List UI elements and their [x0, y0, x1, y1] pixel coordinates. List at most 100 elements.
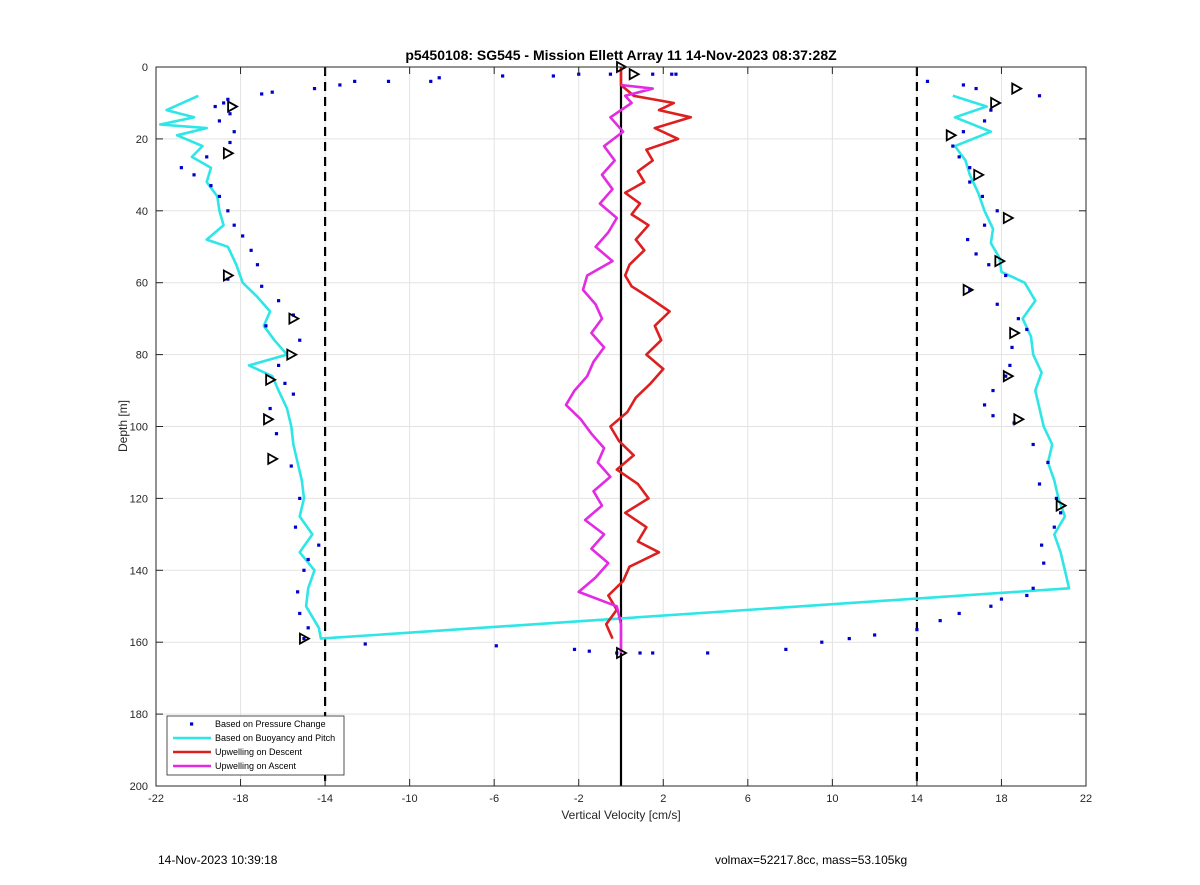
pressure-change-point	[784, 647, 788, 651]
triangle-marker	[222, 146, 235, 160]
legend-entry-label: Based on Pressure Change	[215, 719, 326, 729]
pressure-change-point	[494, 644, 498, 648]
pressure-change-point	[1054, 496, 1059, 500]
pressure-change-point	[228, 140, 232, 145]
pressure-change-point	[306, 626, 310, 630]
pressure-change-point	[980, 194, 985, 199]
x-tick-label: 22	[1080, 793, 1092, 805]
pressure-change-point	[1040, 543, 1044, 547]
triangle-marker	[1002, 211, 1015, 225]
pressure-change-point	[989, 604, 993, 608]
pressure-change-point	[429, 79, 433, 83]
pressure-change-point	[209, 184, 213, 188]
pressure-change-point	[274, 432, 279, 436]
pressure-change-point	[298, 496, 302, 500]
pressure-change-point	[873, 633, 877, 637]
triangle-marker	[994, 254, 1007, 268]
triangle-marker	[299, 632, 311, 646]
footer-timestamp: 14-Nov-2023 10:39:18	[158, 853, 278, 867]
legend-entry-label: Based on Buoyancy and Pitch	[215, 733, 335, 743]
triangle-marker	[945, 128, 958, 142]
pressure-change-point	[1031, 442, 1035, 447]
series-layer	[158, 60, 1071, 660]
pressure-change-point	[1004, 273, 1008, 278]
pressure-change-point	[974, 252, 978, 256]
x-tick-label: -6	[489, 793, 499, 805]
pressure-change-point	[270, 90, 274, 94]
pressure-change-point	[847, 637, 851, 641]
pressure-change-point	[991, 414, 995, 418]
footer-parameters: volmax=52217.8cc, mass=53.105kg	[715, 853, 908, 867]
pressure-change-point	[551, 74, 555, 78]
pressure-change-point	[1010, 345, 1014, 350]
pressure-change-point	[283, 381, 287, 385]
series-line-based-on-buoyancy-and-pitch	[158, 94, 1071, 640]
x-tick-label: -18	[233, 793, 249, 805]
pressure-change-point	[386, 79, 391, 83]
pressure-change-point	[205, 155, 209, 159]
pressure-change-point	[249, 248, 253, 252]
pressure-change-point	[222, 101, 226, 105]
pressure-change-point	[232, 130, 236, 134]
x-tick-label: -14	[317, 793, 333, 805]
legend-swatch-point	[190, 722, 194, 726]
pressure-change-point	[217, 119, 222, 123]
y-tick-label: 40	[136, 206, 148, 218]
pressure-change-point	[289, 464, 293, 468]
pressure-change-point	[363, 642, 367, 646]
pressure-change-point	[651, 72, 655, 76]
x-tick-label: 2	[660, 793, 666, 805]
y-tick-label: 140	[130, 565, 148, 577]
y-tick-label: 20	[136, 134, 148, 146]
legend: Based on Pressure Change Based on Buoyanc…	[166, 715, 345, 776]
triangle-marker	[1013, 412, 1026, 426]
y-tick-label: 60	[136, 278, 148, 290]
pressure-change-point	[982, 403, 987, 407]
pressure-change-point	[915, 628, 919, 632]
pressure-change-point	[353, 79, 357, 83]
pressure-change-point	[968, 166, 972, 170]
series-line-upwelling-on-descent	[604, 67, 693, 640]
pressure-change-point	[608, 72, 613, 76]
triangle-marker	[1011, 82, 1024, 96]
y-axis-label: Depth [m]	[116, 400, 130, 452]
x-tick-label: 10	[826, 793, 838, 805]
pressure-change-point	[1046, 460, 1050, 465]
pressure-change-point	[1016, 317, 1020, 321]
pressure-change-point	[957, 155, 961, 159]
pressure-change-point	[674, 72, 678, 76]
triangle-marker	[973, 168, 986, 182]
x-axis-label: Vertical Velocity [cm/s]	[561, 808, 680, 822]
pressure-change-point	[968, 288, 972, 292]
pressure-change-point	[264, 324, 268, 328]
pressure-change-point	[1004, 374, 1008, 378]
y-tick-label: 180	[130, 709, 148, 721]
pressure-change-point	[213, 104, 217, 109]
pressure-change-point	[961, 130, 966, 134]
pressure-change-point	[968, 180, 972, 184]
pressure-change-point	[670, 72, 674, 76]
pressure-change-point	[966, 237, 970, 242]
pressure-change-point	[957, 611, 961, 616]
legend-entry-label: Upwelling on Ascent	[215, 761, 297, 771]
series-line-upwelling-on-ascent	[564, 83, 655, 653]
pressure-change-point	[226, 97, 230, 101]
reference-lines	[323, 67, 919, 786]
pressure-change-point	[1042, 561, 1046, 565]
pressure-change-point	[291, 392, 295, 396]
triangle-marker	[265, 373, 277, 387]
x-tick-label: 6	[745, 793, 751, 805]
y-tick-label: 80	[136, 350, 148, 362]
pressure-change-point	[951, 144, 955, 148]
triangle-marker	[616, 646, 628, 660]
pressure-change-point	[226, 209, 230, 213]
pressure-change-point	[437, 76, 441, 80]
pressure-change-point	[987, 263, 991, 267]
pressure-change-point	[312, 86, 317, 91]
triangle-marker	[990, 96, 1002, 110]
pressure-change-point	[302, 568, 306, 572]
triangle-marker	[1009, 326, 1021, 340]
y-tick-label: 200	[130, 781, 148, 793]
y-tick-label: 120	[130, 493, 148, 505]
triangle-marker	[628, 67, 641, 81]
